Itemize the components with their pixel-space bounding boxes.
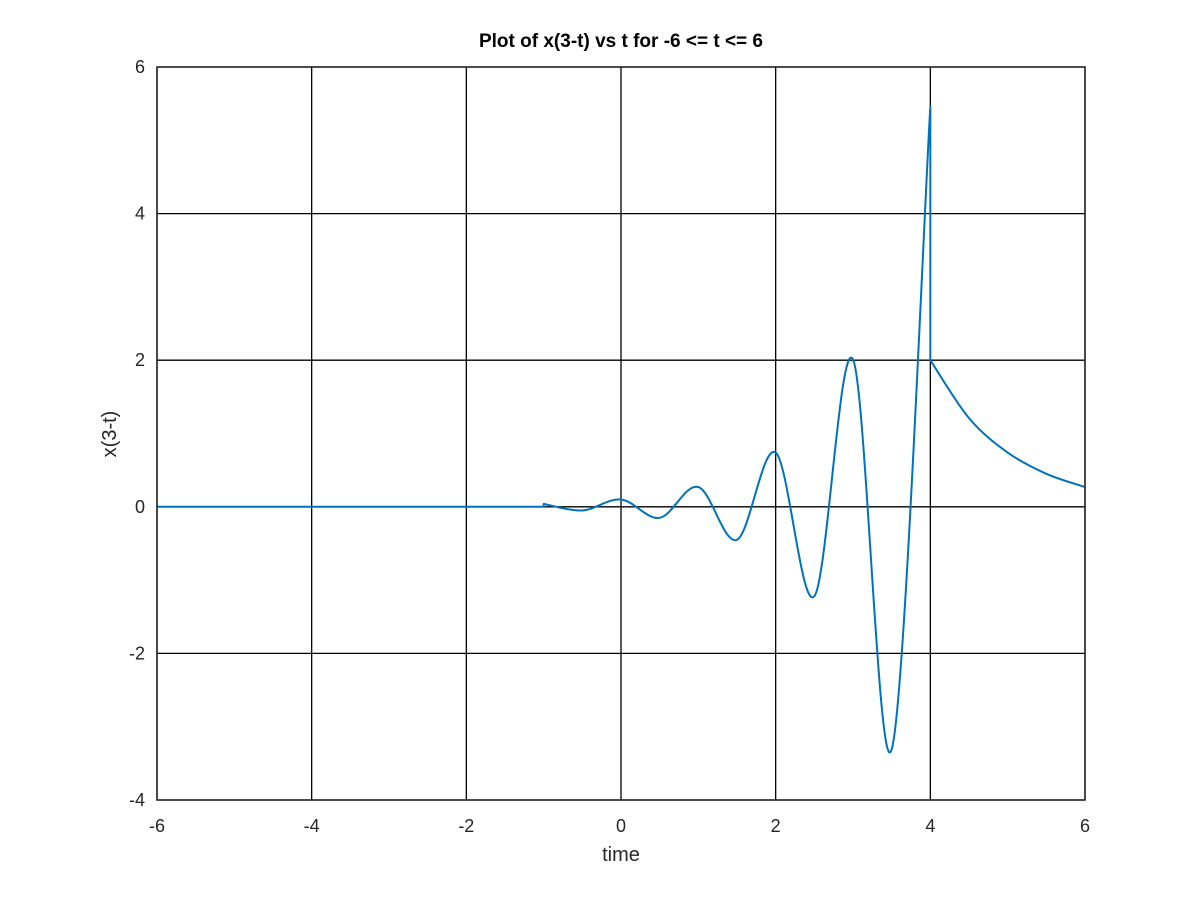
x-tick-label: 2 (771, 816, 781, 836)
y-tick-label: -4 (129, 790, 145, 810)
plot-frame (156, 66, 1086, 801)
x-tick-label: 6 (1080, 816, 1090, 836)
x-tick-label: -2 (458, 816, 474, 836)
y-tick-label: 0 (135, 497, 145, 517)
series-layer (157, 105, 1086, 754)
x-tick-label: -4 (304, 816, 320, 836)
y-tick-label: 4 (135, 204, 145, 224)
x-tick-label: 0 (616, 816, 626, 836)
y-axis-label: x(3-t) (99, 411, 121, 458)
y-tick-label: 2 (135, 350, 145, 370)
y-tick-label: -2 (129, 643, 145, 663)
x-tick-label: 4 (925, 816, 935, 836)
x-axis-label: time (602, 844, 640, 866)
grid (156, 66, 1086, 801)
x-tick-label: -6 (149, 816, 165, 836)
chart-title: Plot of x(3-t) vs t for -6 <= t <= 6 (479, 31, 763, 52)
series-line (157, 105, 1086, 754)
y-tick-label: 6 (135, 57, 145, 77)
